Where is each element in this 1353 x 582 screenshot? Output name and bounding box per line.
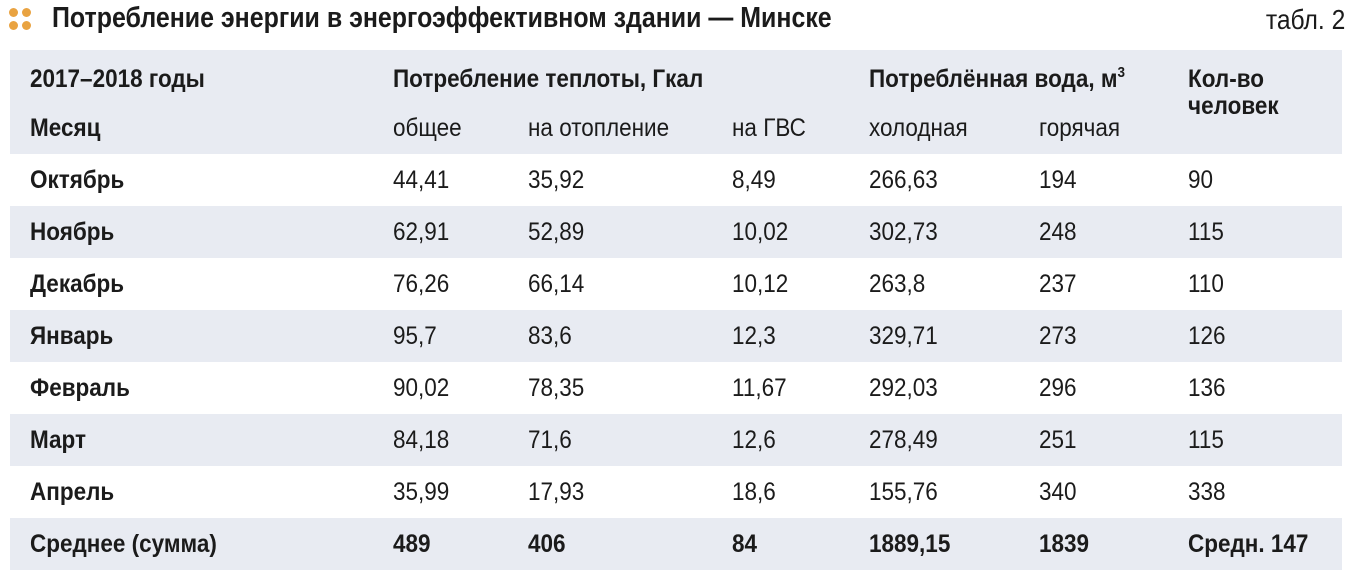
heating-cell: 406: [528, 530, 566, 558]
total-cell: 76,26: [393, 270, 450, 298]
month-cell: Декабрь: [30, 270, 125, 298]
hot-water-cell: 251: [1039, 426, 1077, 454]
hot-water-heat-header: на ГВС: [732, 114, 806, 142]
total-cell: 44,41: [393, 166, 450, 194]
cold-water-cell: 266,63: [869, 166, 938, 194]
people-cell: 136: [1188, 374, 1226, 402]
people-cell: 110: [1188, 270, 1224, 298]
people-cell: 115: [1188, 218, 1224, 246]
cold-water-cell: 292,03: [869, 374, 938, 402]
hot-water-cell: 248: [1039, 218, 1077, 246]
heat-group-header: Потребление теплоты, Гкал: [393, 65, 704, 93]
cold-water-cell: 263,8: [869, 270, 926, 298]
hot-water-heat-cell: 18,6: [732, 478, 776, 506]
cold-water-cell: 278,49: [869, 426, 938, 454]
hot-water-heat-cell: 84: [732, 530, 758, 558]
hot-water-cell: 237: [1039, 270, 1077, 298]
hot-water-heat-cell: 11,67: [732, 374, 787, 402]
people-cell: 126: [1188, 322, 1226, 350]
cold-water-cell: 1889,15: [869, 530, 951, 558]
month-cell: Январь: [30, 322, 114, 350]
total-cell: 489: [393, 530, 431, 558]
total-cell: 95,7: [393, 322, 437, 350]
month-cell: Октябрь: [30, 166, 125, 194]
water-group-header: Потреблённая вода, м3: [869, 64, 1125, 93]
cold-water-cell: 329,71: [869, 322, 938, 350]
month-cell: Ноябрь: [30, 218, 115, 246]
month-cell: Апрель: [30, 478, 115, 506]
total-cell: 90,02: [393, 374, 450, 402]
heating-cell: 17,93: [528, 478, 585, 506]
table-row: Март 84,18 71,6 12,6 278,49 251 115: [10, 414, 1342, 466]
people-header: Кол-во человек: [1188, 65, 1279, 120]
table-row: Февраль 90,02 78,35 11,67 292,03 296 136: [10, 362, 1342, 414]
hot-water-heat-cell: 8,49: [732, 166, 776, 194]
total-cell: 35,99: [393, 478, 450, 506]
table-row: Декабрь 76,26 66,14 10,12 263,8 237 110: [10, 258, 1342, 310]
hot-water-cell: 273: [1039, 322, 1077, 350]
hot-water-cell: 194: [1039, 166, 1077, 194]
table-number: табл. 2: [1265, 4, 1345, 35]
heating-cell: 52,89: [528, 218, 585, 246]
table-row: Ноябрь 62,91 52,89 10,02 302,73 248 115: [10, 206, 1342, 258]
table-row: Апрель 35,99 17,93 18,6 155,76 340 338: [10, 466, 1342, 518]
heating-cell: 71,6: [528, 426, 572, 454]
heating-cell: 66,14: [528, 270, 585, 298]
table-row: Январь 95,7 83,6 12,3 329,71 273 126: [10, 310, 1342, 362]
people-cell: 115: [1188, 426, 1224, 454]
hot-water-cell: 1839: [1039, 530, 1090, 558]
month-header: Месяц: [30, 114, 101, 142]
hot-water-heat-cell: 10,12: [732, 270, 789, 298]
hot-water-header: горячая: [1039, 114, 1121, 142]
heating-header: на отопление: [528, 114, 670, 142]
total-cell: 62,91: [393, 218, 450, 246]
month-cell: Март: [30, 426, 87, 454]
cold-water-header: холодная: [869, 114, 968, 142]
table-header-bar: Потребление энергии в энергоэффективном …: [0, 0, 1353, 42]
people-cell: 90: [1188, 166, 1214, 194]
cold-water-cell: 155,76: [869, 478, 938, 506]
period-header: 2017–2018 годы: [30, 65, 205, 93]
hot-water-cell: 296: [1039, 374, 1077, 402]
cold-water-cell: 302,73: [869, 218, 938, 246]
people-cell: Средн. 147: [1188, 530, 1309, 558]
table-subheader-row: Месяц общее на отопление на ГВС холодная…: [10, 102, 1342, 154]
dots-icon: [9, 8, 33, 32]
heating-cell: 35,92: [528, 166, 585, 194]
heating-cell: 83,6: [528, 322, 572, 350]
hot-water-heat-cell: 12,6: [732, 426, 776, 454]
page-title: Потребление энергии в энергоэффективном …: [52, 2, 832, 34]
people-cell: 338: [1188, 478, 1226, 506]
month-cell: Среднее (сумма): [30, 530, 217, 558]
heating-cell: 78,35: [528, 374, 585, 402]
month-cell: Февраль: [30, 374, 130, 402]
summary-row: Среднее (сумма) 489 406 84 1889,15 1839 Средн.…: [10, 518, 1342, 570]
table-row: Октябрь 44,41 35,92 8,49 266,63 194 90: [10, 154, 1342, 206]
total-cell: 84,18: [393, 426, 450, 454]
hot-water-cell: 340: [1039, 478, 1077, 506]
hot-water-heat-cell: 12,3: [732, 322, 776, 350]
hot-water-heat-cell: 10,02: [732, 218, 789, 246]
total-header: общее: [393, 114, 462, 142]
table-header-row: 2017–2018 годы Потребление теплоты, Гкал…: [10, 50, 1342, 102]
